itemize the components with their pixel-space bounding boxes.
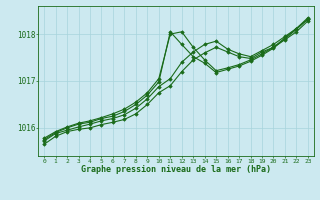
X-axis label: Graphe pression niveau de la mer (hPa): Graphe pression niveau de la mer (hPa): [81, 165, 271, 174]
